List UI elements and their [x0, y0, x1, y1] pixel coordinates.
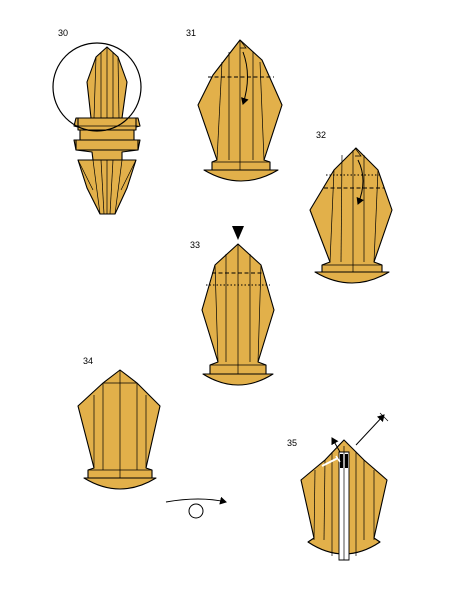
- fold-arrow-icon: [356, 159, 364, 205]
- step-31-figure: [197, 39, 283, 182]
- step-33-figure: [201, 226, 275, 386]
- turn-over-icon: [165, 496, 227, 519]
- step-number-34: 34: [83, 356, 94, 366]
- valley-fold-arrow-icon: [241, 51, 249, 105]
- step-number-33: 33: [190, 240, 201, 250]
- pull-arrow-icon: [355, 414, 385, 446]
- detail-circle: [52, 42, 142, 132]
- open-arrow-icon: [331, 437, 341, 453]
- step-34-figure: [77, 369, 161, 490]
- step-35-figure: [300, 412, 389, 561]
- step-number-35: 35: [287, 438, 298, 448]
- step-32-figure: [309, 147, 393, 284]
- step-number-30: 30: [58, 28, 69, 38]
- step-number-32: 32: [316, 130, 327, 140]
- push-arrow-icon: [232, 226, 244, 240]
- step-30-figure: [52, 42, 142, 215]
- step-number-31: 31: [186, 28, 197, 38]
